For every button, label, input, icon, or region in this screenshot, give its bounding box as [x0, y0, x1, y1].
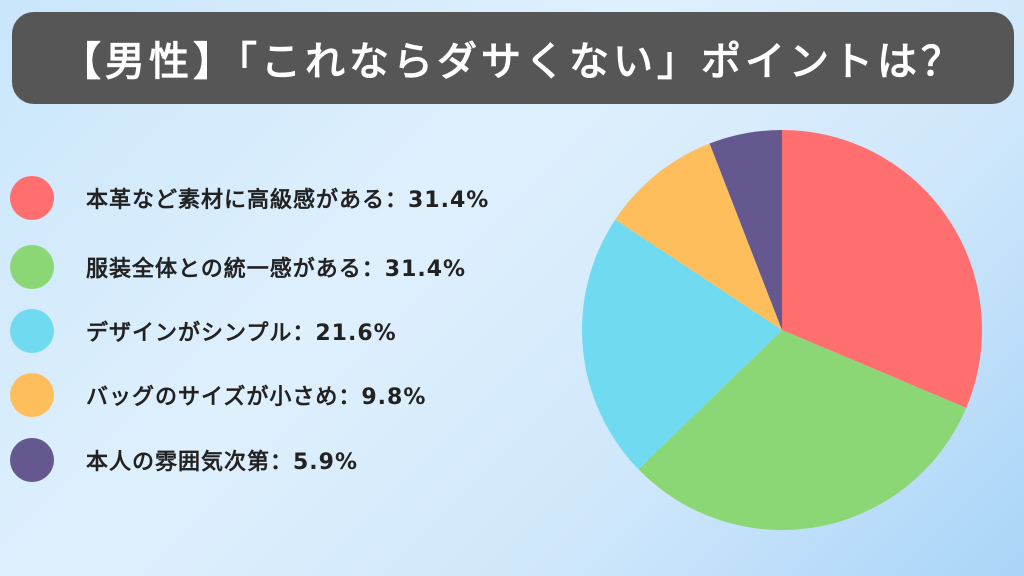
legend-item-personality: 本人の雰囲気次第：5.9% — [10, 435, 358, 485]
legend-item-coordination: 服装全体との統一感がある：31.4% — [10, 242, 466, 292]
legend-item-simple-design: デザインがシンプル：21.6% — [10, 306, 397, 356]
legend-item-material: 本革など素材に高級感がある：31.4% — [10, 173, 489, 223]
legend-label: 本人の雰囲気次第：5.9% — [86, 450, 359, 475]
legend-swatch — [10, 373, 54, 417]
chart-title: 【男性】「これならダサくない」ポイントは？ — [61, 39, 965, 85]
pie-slice-material — [782, 130, 982, 408]
pie-slice-small-size — [615, 143, 782, 330]
legend-swatch — [10, 176, 54, 220]
legend-label: 本革など素材に高級感がある：31.4% — [86, 188, 490, 213]
legend-label: 服装全体との統一感がある：31.4% — [86, 257, 467, 282]
legend-item-small-size: バッグのサイズが小さめ：9.8% — [10, 370, 426, 420]
legend-swatch — [10, 438, 54, 482]
pie-slice-personality — [709, 130, 782, 330]
title-bar: 【男性】「これならダサくない」ポイントは？ — [12, 12, 1014, 104]
legend-swatch — [10, 309, 54, 353]
legend-label: バッグのサイズが小さめ：9.8% — [86, 385, 427, 410]
pie-slice-coordination — [638, 330, 967, 530]
pie-slice-simple-design — [582, 219, 782, 470]
legend-swatch — [10, 245, 54, 289]
pie-chart — [582, 130, 982, 530]
legend-label: デザインがシンプル：21.6% — [86, 321, 397, 346]
